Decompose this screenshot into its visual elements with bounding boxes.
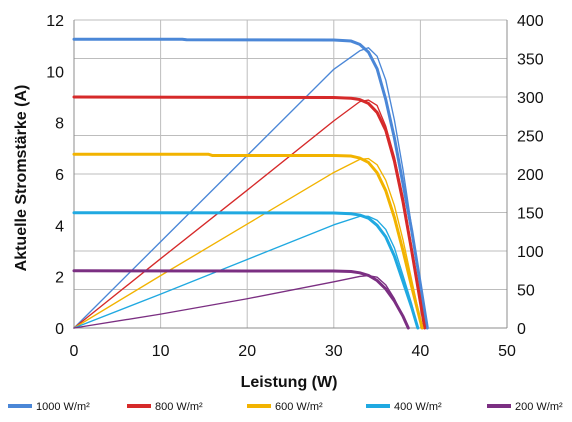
power-line-4 xyxy=(73,274,409,329)
y2-tick-label-6: 300 xyxy=(517,90,544,107)
current-line-2 xyxy=(72,152,424,330)
x-tick-label-1: 10 xyxy=(152,343,170,360)
current-line-4 xyxy=(72,269,410,330)
series-group-1 xyxy=(72,95,427,330)
y-axis-title: Aktuelle Stromstärke (A) xyxy=(13,85,30,272)
legend-label-2: 600 W/m² xyxy=(275,401,323,413)
y-tick-label-0: 0 xyxy=(55,321,64,338)
y-tick-label-2: 4 xyxy=(55,218,64,235)
y-tick-label-5: 10 xyxy=(46,64,64,81)
legend-label-4: 200 W/m² xyxy=(515,401,563,413)
y2-tick-label-0: 0 xyxy=(517,321,526,338)
y-tick-label-1: 2 xyxy=(55,270,64,287)
y2-tick-label-2: 100 xyxy=(517,244,544,261)
legend-label-3: 400 W/m² xyxy=(394,401,442,413)
legend-label-1: 800 W/m² xyxy=(155,401,203,413)
series-group-0 xyxy=(72,37,429,330)
current-line-1 xyxy=(72,95,427,330)
x-tick-label-5: 50 xyxy=(498,343,516,360)
y-tick-label-4: 8 xyxy=(55,116,64,133)
y2-tick-label-4: 200 xyxy=(517,167,544,184)
power-line-2 xyxy=(73,157,423,329)
current-line-3 xyxy=(72,211,420,330)
series-layer xyxy=(72,37,429,330)
current-line-0 xyxy=(72,37,429,330)
series-group-3 xyxy=(72,211,420,330)
x-axis-title: Leistung (W) xyxy=(241,374,338,391)
y-tick-label-3: 6 xyxy=(55,167,64,184)
y2-tick-label-1: 50 xyxy=(517,283,535,300)
y2-tick-label-8: 400 xyxy=(517,13,544,30)
grid-layer xyxy=(73,19,508,329)
x-tick-label-0: 0 xyxy=(70,343,79,360)
x-tick-label-2: 20 xyxy=(238,343,256,360)
y2-tick-label-5: 250 xyxy=(517,129,544,146)
legend-layer: 1000 W/m² 800 W/m² 600 W/m² 400 W/m² 200 W/m… xyxy=(8,401,563,413)
legend-label-0: 1000 W/m² xyxy=(36,401,90,413)
series-group-4 xyxy=(72,269,410,330)
power-line-3 xyxy=(73,215,419,329)
y-tick-label-6: 12 xyxy=(46,13,64,30)
axis-layer: 0 10 20 30 40 5002468101205010015020025030035… xyxy=(46,13,544,360)
series-group-2 xyxy=(72,152,424,330)
y2-tick-label-7: 350 xyxy=(517,52,544,69)
x-tick-label-4: 40 xyxy=(412,343,430,360)
x-tick-label-3: 30 xyxy=(325,343,343,360)
y2-tick-label-3: 150 xyxy=(517,206,544,223)
